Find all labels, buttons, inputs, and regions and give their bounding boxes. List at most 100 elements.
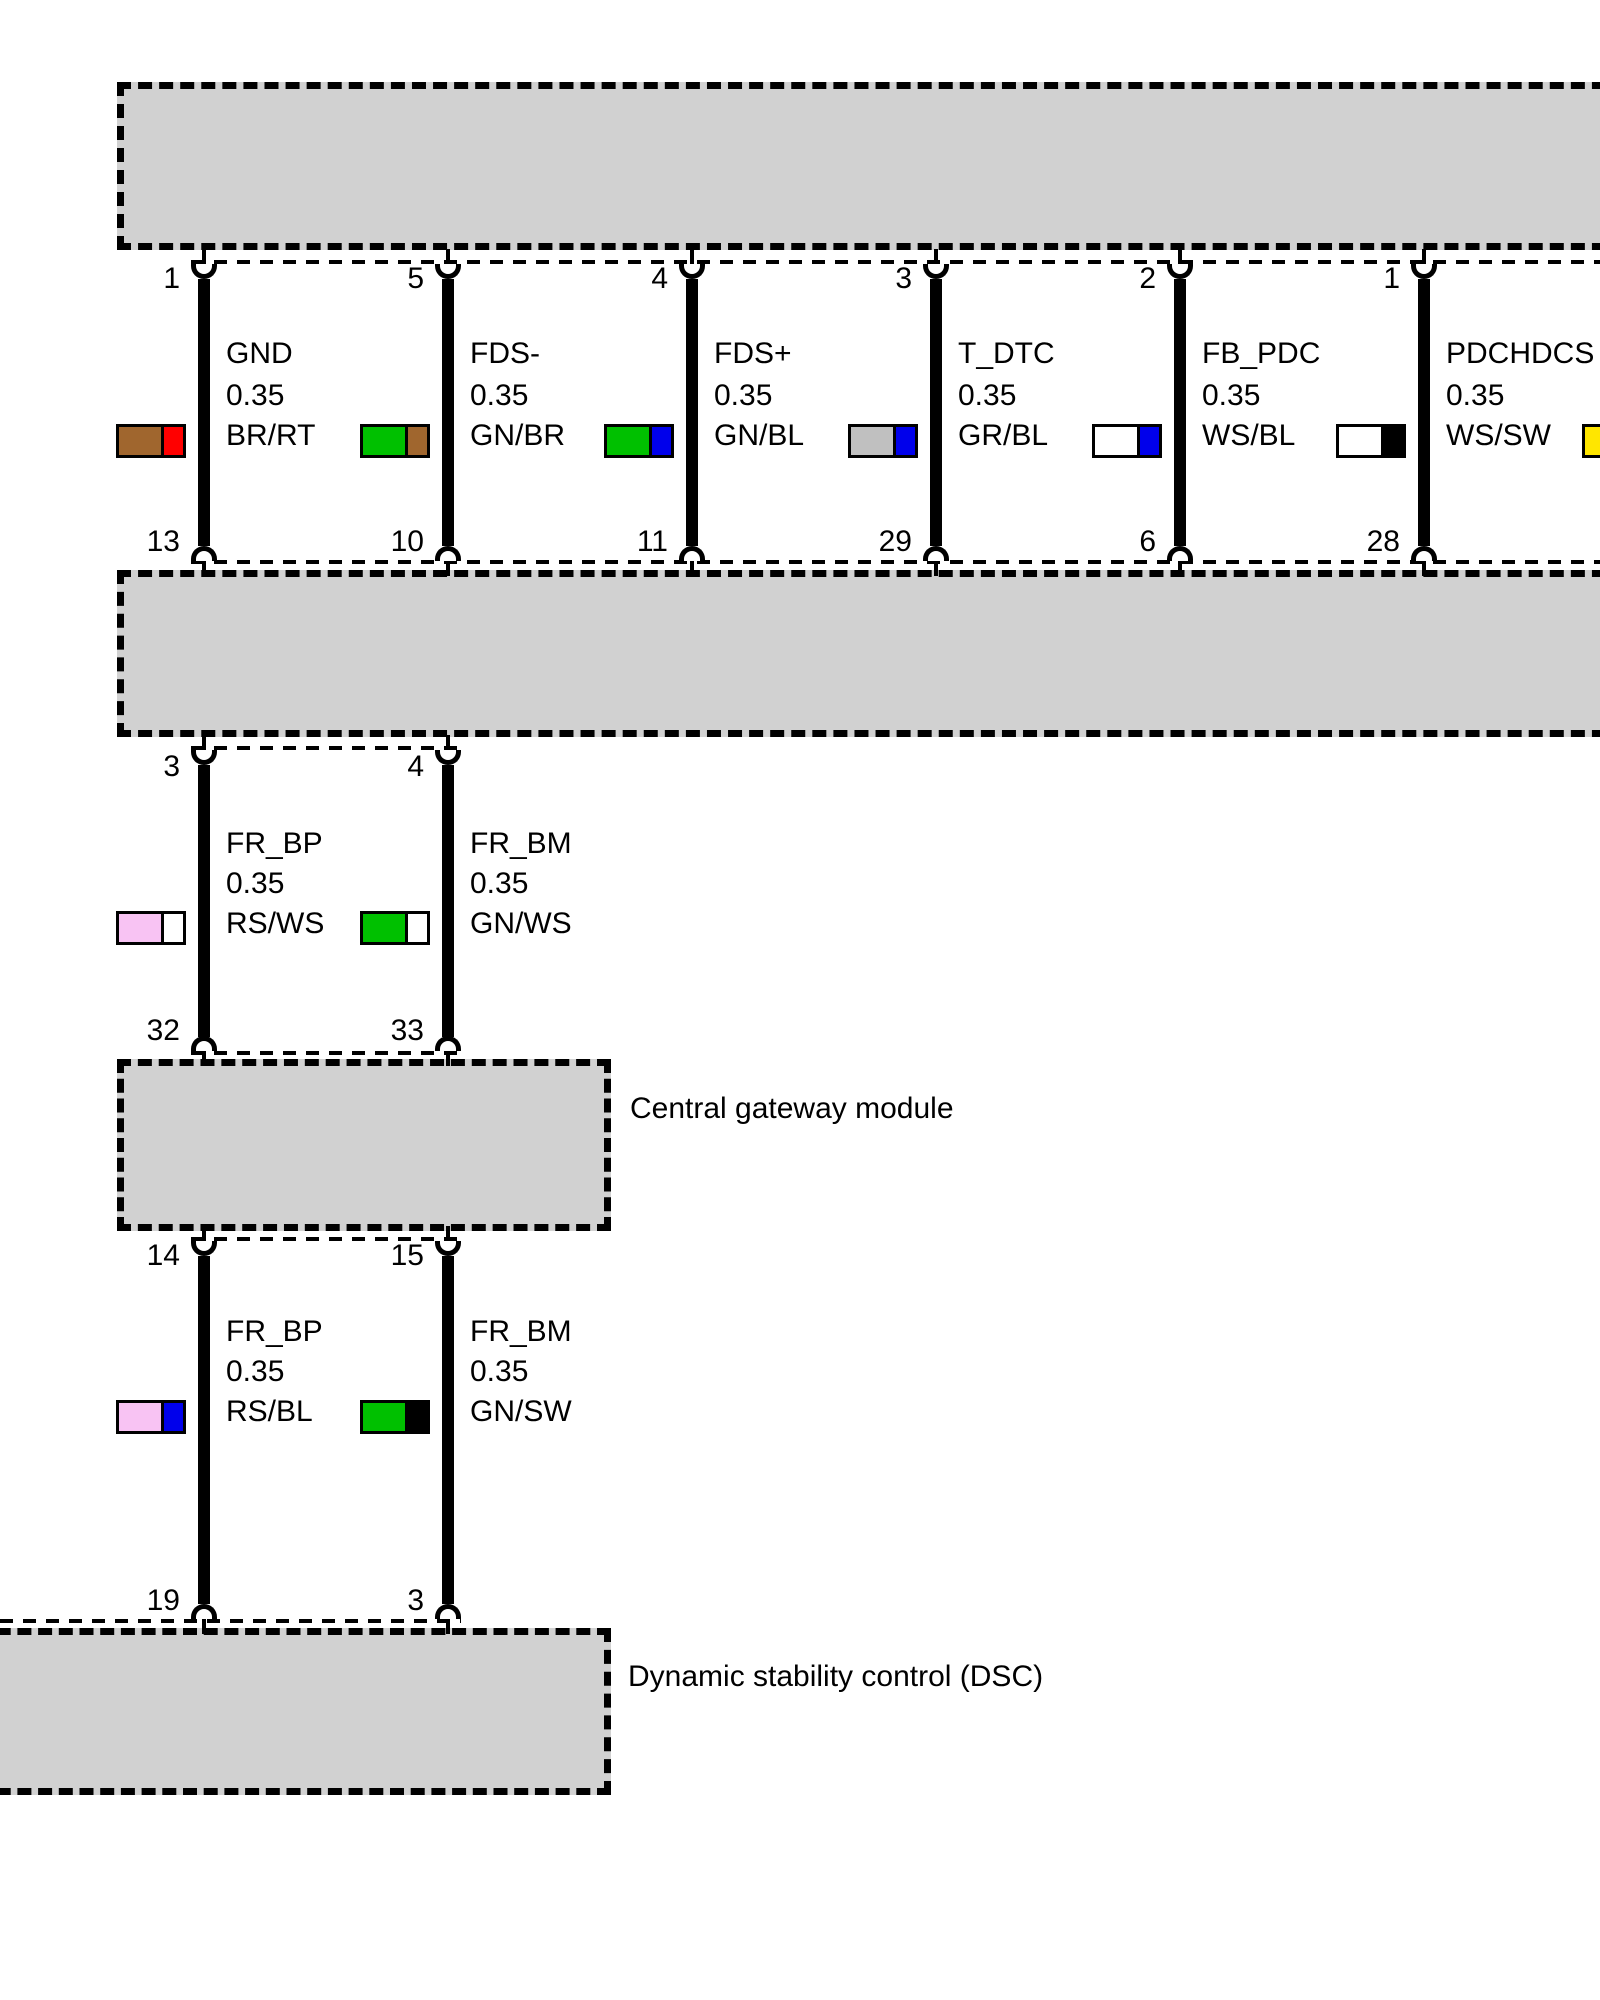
swatch-main-color	[119, 427, 161, 455]
wire	[442, 279, 454, 546]
wire	[930, 279, 942, 546]
pin-number-top: 1	[163, 262, 180, 295]
signal-label: FDS+	[714, 337, 792, 370]
swatch-main-color	[363, 914, 405, 942]
module-box-dsc	[0, 1628, 611, 1795]
module-box-central-gateway	[117, 1059, 611, 1231]
wire-color-swatch	[360, 424, 430, 458]
swatch-stripe-color	[404, 914, 427, 942]
wire	[1418, 279, 1430, 546]
wire	[1174, 279, 1186, 546]
pin-connector-top	[923, 249, 949, 279]
color-code-label: GN/SW	[470, 1395, 572, 1428]
pin-connector-bottom	[679, 546, 705, 576]
pin-connector-top	[435, 249, 461, 279]
wire-color-swatch	[848, 424, 918, 458]
color-code-label: WS/BL	[1202, 419, 1296, 452]
gauge-label: 0.35	[1446, 379, 1505, 412]
swatch-stripe-color	[892, 427, 915, 455]
wire-color-swatch	[1092, 424, 1162, 458]
signal-label: FR_BP	[226, 1315, 323, 1348]
pin-number-top: 14	[146, 1239, 180, 1272]
color-code-label: GN/BL	[714, 419, 805, 452]
swatch-main-color	[1339, 427, 1381, 455]
module-box-middle	[117, 570, 1600, 737]
swatch-main-color	[1585, 427, 1600, 455]
pin-connector-bottom	[1411, 546, 1437, 576]
pin-number-top: 3	[163, 750, 180, 783]
wire	[442, 1256, 454, 1604]
connector-strip	[191, 560, 1600, 564]
color-code-label: GN/BR	[470, 419, 566, 452]
wire	[442, 765, 454, 1037]
wire	[198, 1256, 210, 1604]
signal-label: T_DTC	[958, 337, 1055, 370]
pin-number-top: 4	[651, 262, 668, 295]
signal-label: FR_BP	[226, 827, 323, 860]
pin-number-top: 2	[1139, 262, 1156, 295]
pin-connector-bottom	[435, 1604, 461, 1634]
pin-number-top: 5	[407, 262, 424, 295]
color-code-label: RS/BL	[226, 1395, 313, 1428]
swatch-stripe-color	[160, 914, 183, 942]
color-code-label: BR/RT	[226, 419, 316, 452]
pin-connector-bottom	[435, 546, 461, 576]
gauge-label: 0.35	[470, 379, 529, 412]
signal-label: FB_PDC	[1202, 337, 1321, 370]
swatch-stripe-color	[404, 427, 427, 455]
module-box-top	[117, 82, 1600, 250]
pin-connector-top	[191, 249, 217, 279]
wire	[198, 765, 210, 1037]
pin-connector-top	[1167, 249, 1193, 279]
swatch-main-color	[119, 1403, 161, 1431]
swatch-stripe-color	[1380, 427, 1403, 455]
connector-strip	[0, 1619, 461, 1623]
pin-number-bottom: 19	[146, 1584, 180, 1617]
pin-connector-bottom	[923, 546, 949, 576]
connector-strip	[191, 260, 1600, 264]
pin-connector-top	[679, 249, 705, 279]
wire-color-swatch	[116, 911, 186, 945]
connector-strip	[191, 1237, 461, 1241]
signal-label: FR_BM	[470, 1315, 572, 1348]
swatch-main-color	[363, 427, 405, 455]
wire-color-swatch	[604, 424, 674, 458]
wire	[686, 279, 698, 546]
pin-connector-bottom	[191, 1036, 217, 1066]
swatch-stripe-color	[1136, 427, 1159, 455]
pin-connector-bottom	[1167, 546, 1193, 576]
pin-connector-top	[191, 735, 217, 765]
pin-connector-top	[1411, 249, 1437, 279]
pin-connector-bottom	[435, 1036, 461, 1066]
wire-color-swatch	[116, 424, 186, 458]
wire	[198, 279, 210, 546]
gauge-label: 0.35	[226, 867, 285, 900]
color-code-label: WS/SW	[1446, 419, 1551, 452]
pin-number-bottom: 28	[1366, 525, 1400, 558]
gauge-label: 0.35	[714, 379, 773, 412]
connector-strip	[191, 746, 461, 750]
gauge-label: 0.35	[470, 867, 529, 900]
signal-label: FDS-	[470, 337, 540, 370]
gauge-label: 0.35	[226, 1355, 285, 1388]
wire-color-swatch	[116, 1400, 186, 1434]
wire-color-swatch	[360, 911, 430, 945]
signal-label: GND	[226, 337, 293, 370]
swatch-stripe-color	[648, 427, 671, 455]
color-code-label: GN/WS	[470, 907, 572, 940]
signal-label: PDCHDCS	[1446, 337, 1595, 370]
swatch-main-color	[1095, 427, 1137, 455]
pin-number-bottom: 6	[1139, 525, 1156, 558]
swatch-stripe-color	[404, 1403, 427, 1431]
pin-number-bottom: 29	[878, 525, 912, 558]
swatch-main-color	[119, 914, 161, 942]
pin-number-bottom: 10	[390, 525, 424, 558]
pin-number-bottom: 11	[636, 525, 668, 558]
swatch-main-color	[607, 427, 649, 455]
pin-connector-bottom	[191, 1604, 217, 1634]
gauge-label: 0.35	[226, 379, 285, 412]
pin-number-top: 3	[895, 262, 912, 295]
wire-color-swatch	[360, 1400, 430, 1434]
pin-number-top: 15	[390, 1239, 424, 1272]
pin-number-bottom: 33	[390, 1014, 424, 1047]
